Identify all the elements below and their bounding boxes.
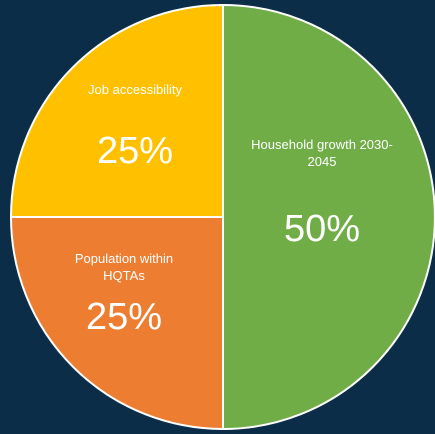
pie-slice bbox=[9, 3, 224, 218]
category-label: Population within HQTAs bbox=[74, 251, 174, 283]
value-label: 50% bbox=[283, 208, 361, 250]
category-label: Job accessibility bbox=[88, 82, 182, 97]
value-label: 25% bbox=[85, 296, 163, 338]
category-label: Household growth 2030-2045 bbox=[251, 137, 393, 169]
value-label: 25% bbox=[96, 130, 174, 172]
pie-slice bbox=[9, 216, 224, 431]
